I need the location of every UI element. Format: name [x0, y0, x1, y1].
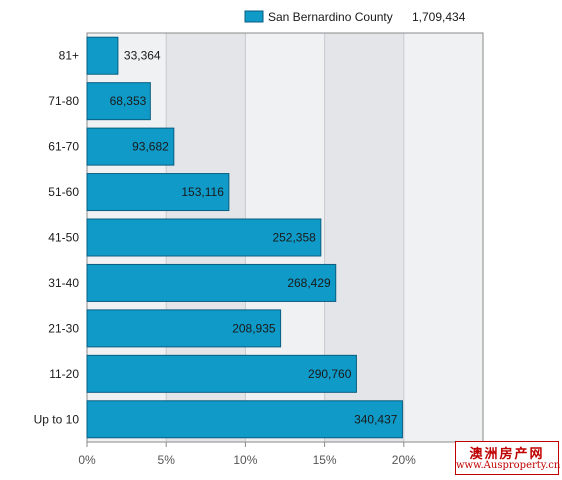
bar-21-30 — [86, 309, 282, 348]
category-label: 51-60 — [48, 185, 79, 199]
bar-value-label: 68,353 — [110, 94, 147, 108]
category-label: 81+ — [59, 49, 79, 63]
category-label: Up to 10 — [34, 412, 80, 426]
bar-value-labels: 33,364 68,353 93,682 153,116 252,358 268,429 2… — [110, 49, 398, 427]
bar-value-label: 208,935 — [232, 321, 276, 335]
x-tick-label: 5% — [158, 453, 176, 467]
bar-81- — [86, 36, 119, 75]
category-label: 61-70 — [48, 140, 79, 154]
bar-31-40 — [86, 263, 337, 302]
bar-51-60 — [86, 173, 230, 212]
category-label: 31-40 — [48, 276, 79, 290]
bar-value-label: 33,364 — [124, 49, 161, 63]
bar-value-label: 153,116 — [181, 185, 224, 199]
bar-value-label: 268,429 — [287, 276, 331, 290]
legend-series-name: San Bernardino County — [268, 10, 393, 24]
bar-11-20 — [86, 354, 357, 393]
x-tick-label: 20% — [392, 453, 416, 467]
plot-band — [403, 33, 483, 442]
bar-up-to-10 — [86, 400, 403, 439]
bars-group — [86, 36, 403, 439]
category-labels: 81+ 71-80 61-70 51-60 41-50 31-40 21-30 11-20 Up… — [34, 49, 80, 427]
bar-71-80 — [86, 82, 151, 121]
bar-value-label: 340,437 — [354, 412, 398, 426]
bar-41-50 — [86, 218, 322, 257]
category-label: 11-20 — [49, 367, 79, 381]
x-tick-label: 15% — [313, 453, 337, 467]
x-tick-label: 10% — [233, 453, 257, 467]
x-axis-ticks: 0% 5% 10% 15% 20% — [78, 442, 416, 467]
bar-value-label: 93,682 — [132, 140, 169, 154]
legend-series-total: 1,709,434 — [412, 10, 466, 24]
legend: San Bernardino County 1,709,434 — [244, 10, 466, 24]
bar-61-70 — [86, 127, 175, 166]
watermark-stamp: 澳洲房产网 www.Ausproperty.cn — [455, 441, 561, 475]
watermark-url-text: www.Ausproperty.cn — [456, 460, 561, 471]
category-label: 71-80 — [48, 94, 79, 108]
legend-swatch — [244, 10, 264, 23]
category-label: 41-50 — [48, 231, 79, 245]
bar-value-label: 252,358 — [272, 231, 316, 245]
category-label: 21-30 — [48, 321, 79, 335]
x-tick-label: 0% — [78, 453, 96, 467]
bar-value-label: 290,760 — [308, 367, 352, 381]
watermark-chinese-text: 澳洲房产网 — [469, 447, 545, 462]
